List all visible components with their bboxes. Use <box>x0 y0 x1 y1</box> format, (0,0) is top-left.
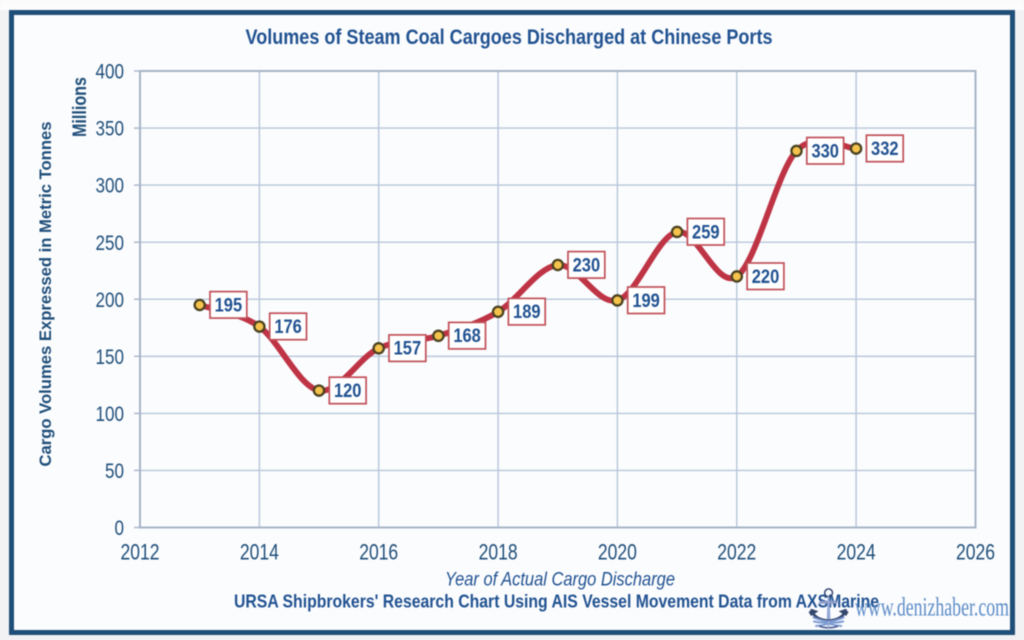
svg-text:300: 300 <box>96 175 125 198</box>
svg-text:Year of Actual Cargo Discharge: Year of Actual Cargo Discharge <box>445 570 675 591</box>
svg-text:150: 150 <box>96 346 125 369</box>
svg-text:259: 259 <box>692 222 720 243</box>
svg-text:2026: 2026 <box>956 539 995 564</box>
svg-text:332: 332 <box>871 139 899 160</box>
svg-text:2012: 2012 <box>121 539 160 564</box>
svg-text:350: 350 <box>96 118 125 141</box>
svg-text:2020: 2020 <box>598 539 637 564</box>
svg-text:2018: 2018 <box>479 539 518 564</box>
svg-text:199: 199 <box>632 291 660 312</box>
svg-text:0: 0 <box>115 517 125 540</box>
svg-text:157: 157 <box>394 339 422 360</box>
svg-text:2024: 2024 <box>837 539 876 564</box>
svg-text:2014: 2014 <box>240 539 279 564</box>
svg-text:120: 120 <box>334 381 362 402</box>
svg-text:Volumes of Steam Coal Cargoes: Volumes of Steam Coal Cargoes Discharged… <box>246 26 773 49</box>
svg-text:50: 50 <box>105 460 124 483</box>
svg-text:176: 176 <box>274 317 302 338</box>
svg-text:2016: 2016 <box>359 539 398 564</box>
svg-text:200: 200 <box>96 289 125 312</box>
svg-text:www.denizhaber.com: www.denizhaber.com <box>855 593 1009 622</box>
svg-text:2022: 2022 <box>717 539 756 564</box>
svg-text:250: 250 <box>96 232 125 255</box>
svg-text:220: 220 <box>752 267 780 288</box>
svg-text:Millions: Millions <box>70 77 91 137</box>
svg-text:400: 400 <box>96 61 125 84</box>
svg-text:195: 195 <box>215 295 243 316</box>
svg-text:230: 230 <box>573 255 601 276</box>
svg-text:330: 330 <box>811 141 839 162</box>
svg-text:168: 168 <box>453 326 481 347</box>
svg-text:Cargo Volumes Expressed in Met: Cargo Volumes Expressed in Metric Tonnes <box>36 122 55 467</box>
svg-text:100: 100 <box>96 403 125 426</box>
svg-text:URSA Shipbrokers' Research Cha: URSA Shipbrokers' Research Chart Using A… <box>234 592 879 612</box>
svg-text:189: 189 <box>513 302 541 323</box>
